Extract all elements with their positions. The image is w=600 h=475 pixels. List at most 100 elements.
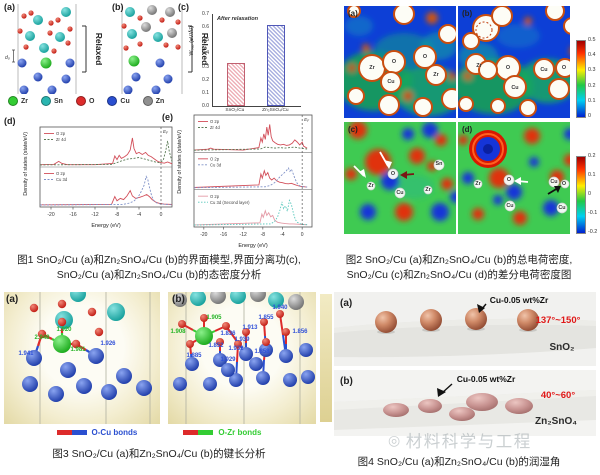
atom-label: O <box>505 65 511 71</box>
zr-atom <box>128 55 140 67</box>
flattened-droplets <box>383 393 533 421</box>
bond-length-label: 1.926 <box>100 341 116 347</box>
atom-label: Zr <box>433 72 439 78</box>
bar-zn2sno4cu <box>267 24 286 106</box>
figure4: Cu-0.05 wt%Zr 137°~150° SnO₂ (a) Cu-0.05… <box>318 288 600 475</box>
fig4-panel-a-label: (a) <box>340 298 353 309</box>
atom-label: Zr <box>476 63 482 69</box>
bond-length-label: 1.855 <box>258 315 274 321</box>
svg-text:Cu 3d (Second layer): Cu 3d (Second layer) <box>210 200 250 205</box>
svg-text:-12: -12 <box>240 232 247 238</box>
bar-annotation: After relaxation <box>217 16 259 22</box>
watermark-logo-icon: ◎ <box>388 431 402 448</box>
svg-text:-12: -12 <box>91 212 98 218</box>
atom-label: Cu <box>540 67 548 73</box>
d0-bracket <box>12 49 15 63</box>
figure1: (a) (b) (c) (d) (e) <box>0 0 318 288</box>
sn-atoms <box>25 7 71 53</box>
bond-length-label: 1.981 <box>70 347 86 353</box>
bond-length-label: 1.929 <box>220 357 236 363</box>
svg-text:-4: -4 <box>280 232 285 238</box>
atom-label: O <box>391 59 397 65</box>
cu-atoms <box>123 58 173 94</box>
svg-text:-16: -16 <box>220 232 227 238</box>
contour-plot-b <box>458 6 570 118</box>
dos-e-ylabel: Density of states (state/eV) <box>177 130 183 194</box>
relaxed-label: Relaxed <box>200 33 210 66</box>
bond-legend-label: O-Cu bonds <box>91 428 138 437</box>
svg-text:0: 0 <box>160 212 163 218</box>
bond-length-label: 1.885 <box>186 353 202 359</box>
svg-text:O 2p: O 2p <box>210 119 220 124</box>
atom-label: Cu <box>387 79 395 85</box>
colorbar-total-charge <box>576 40 586 118</box>
svg-text:-20: -20 <box>47 212 54 218</box>
dashed-ring <box>475 21 493 39</box>
alloy-label-b: Cu-0.05 wt%Zr <box>457 374 516 384</box>
fig2-caption-line2: SnO₂/Cu (c)和Zn₂SnO₄/Cu (d)的差分电荷密度图 <box>346 269 572 281</box>
fig3-caption: 图3 SnO₂/Cu (a)和Zn₂SnO₄/Cu (b)的键长分析 <box>52 448 266 460</box>
fig1-panel-b-label: (b) <box>112 2 124 12</box>
svg-text:Energy (eV): Energy (eV) <box>91 223 121 229</box>
bond-length-label: 1.858 <box>254 349 270 355</box>
fig3-edge-sliver <box>320 294 332 422</box>
atom-legend-dot <box>41 96 51 106</box>
bond-length-label: 1.852 <box>208 343 224 349</box>
fig1-caption-line2: SnO₂/Cu (a)和Zn₂SnO₄/Cu (b)的态密度分析 <box>56 269 262 281</box>
svg-text:O 2p: O 2p <box>210 194 220 199</box>
svg-text:Energy (eV): Energy (eV) <box>238 243 268 249</box>
svg-text:Cu 3d: Cu 3d <box>210 163 222 168</box>
bond-length-label: 1.913 <box>242 325 258 331</box>
atom-legend-label: Zr <box>21 97 28 105</box>
watermark-text: 材料科学与工程 <box>405 433 532 451</box>
atom-label: Zr <box>368 183 374 189</box>
bond-legend-swatch <box>56 430 87 435</box>
interface-model-zn2sno4-cu: Relaxed <box>121 4 210 94</box>
dos-panel-e: Density of states (state/eV) O 2p Zr 4d O … <box>176 112 318 252</box>
svg-text:EF: EF <box>304 117 310 123</box>
atom-label: O <box>390 171 396 177</box>
bond-legend-label: O-Zr bonds <box>218 428 262 437</box>
dos-d-plot: O 2p Zr 4d O 2p Cu 3d EF -20 -16 -12 -8 -4 0 Energy… <box>36 124 176 235</box>
bond-length-label: 2.048 <box>34 335 50 341</box>
atom-label: O <box>561 65 567 71</box>
annotation-arrows <box>514 177 561 195</box>
pointer-arrowhead <box>437 388 446 397</box>
svg-text:-4: -4 <box>137 212 142 218</box>
wetting-photo-zn2sno4: Cu-0.05 wt%Zr 40°~60° Zn₂SnO₄ <box>334 370 596 436</box>
svg-text:-8: -8 <box>261 232 266 238</box>
copper-balls <box>375 308 539 334</box>
fig2-panel-d-label: (d) <box>462 125 473 134</box>
bar-plot-area: After relaxation <box>212 14 301 107</box>
atom-label: Cu <box>550 179 558 185</box>
cu-atoms <box>17 58 75 94</box>
contour-plot-d <box>458 122 570 234</box>
bond-length-label: 1.920 <box>56 327 72 333</box>
relaxed-bracket <box>82 25 87 73</box>
atom-legend-item: Sn <box>41 96 63 106</box>
o-atoms <box>17 10 73 54</box>
svg-text:Zr 4d: Zr 4d <box>56 137 66 142</box>
bond-model-sno2cu: 2.048 1.920 1.981 1.926 1.941 <box>4 286 160 424</box>
bond-length-label: 1.836 <box>220 331 236 337</box>
fig1-panel-c-label: (c) <box>178 2 189 12</box>
zr-atom <box>40 57 52 69</box>
fig1-caption-line1: 图1 SnO₂/Cu (a)和Zn₂SnO₄/Cu (b)的界面模型,界面分离功… <box>17 254 301 266</box>
atom-legend-item: O <box>75 96 95 106</box>
atom-legend-dot <box>107 96 118 106</box>
fig4-caption: 图4 SnO₂/Cu (a)和Zn₂SnO₄/Cu (b)的润湿角 <box>357 456 561 468</box>
svg-text:O 2p: O 2p <box>56 171 66 176</box>
atom-blobs <box>347 6 456 117</box>
svg-text:Cu 3d: Cu 3d <box>56 177 68 182</box>
atom-legend-label: O <box>88 97 95 105</box>
atom-label: Cu <box>396 190 404 196</box>
total-charge-density-sno2cu: (a) Zr O Cu O Zr <box>344 6 456 118</box>
relaxed-label: Relaxed <box>94 33 104 66</box>
svg-text:0: 0 <box>301 232 304 238</box>
fig3-panel-b-label: (b) <box>172 294 185 305</box>
bond-legend-item: O-Cu bonds <box>56 428 138 437</box>
atom-label: Zr <box>369 65 375 71</box>
d0-label: d₀ <box>5 55 10 61</box>
fig4-panel-b-label: (b) <box>340 376 353 387</box>
